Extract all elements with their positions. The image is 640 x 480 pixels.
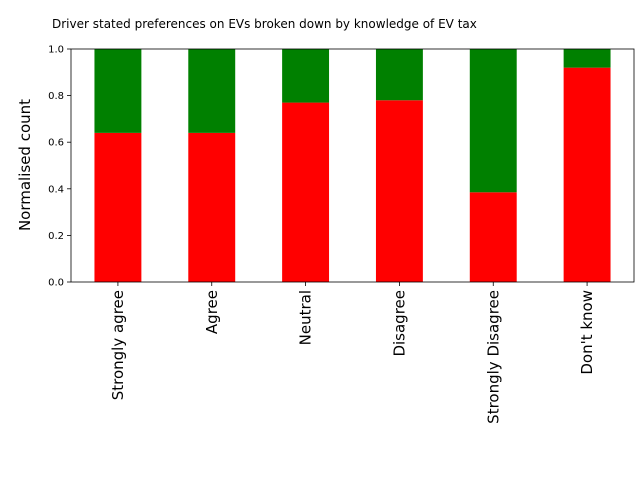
x-ticks-group: Strongly agree Agree Neutral Disagree Strong… [109,282,596,424]
bar-segment-0-0 [94,132,142,282]
bar-segment-1-0 [94,49,142,133]
bar-segment-0-5 [563,67,611,282]
bar-segment-1-3 [375,49,423,101]
y-tick-label: 0.4 [48,184,64,195]
bar-segment-0-3 [375,100,423,282]
x-category-label: Don't know [578,290,596,375]
y-tick-label: 0.2 [48,231,64,242]
y-tick-label: 0.0 [48,278,64,289]
y-tick-label: 0.6 [48,138,64,149]
plot-frame [70,48,635,283]
bar-segment-0-4 [469,192,517,282]
bars-group [94,49,611,282]
x-category-label: Strongly Disagree [484,290,502,424]
y-ticks-group: 0.0 0.2 0.4 0.6 0.8 1.0 [48,45,71,289]
x-category-label: Neutral [297,290,315,345]
bar-segment-1-2 [282,49,330,103]
y-tick-label: 1.0 [48,45,64,56]
bar-segment-0-1 [188,132,236,282]
x-category-label: Disagree [390,290,408,357]
axes-group [70,48,635,283]
x-category-label: Agree [203,290,221,334]
bar-segment-1-4 [469,49,517,193]
y-axis-label: Normalised count [16,99,34,231]
y-tick-label: 0.8 [48,91,64,102]
x-category-label: Strongly agree [109,290,127,400]
bar-segment-0-2 [282,102,330,282]
bar-segment-1-5 [563,49,611,68]
chart-title: Driver stated preferences on EVs broken … [52,17,477,31]
bar-segment-1-1 [188,49,236,133]
